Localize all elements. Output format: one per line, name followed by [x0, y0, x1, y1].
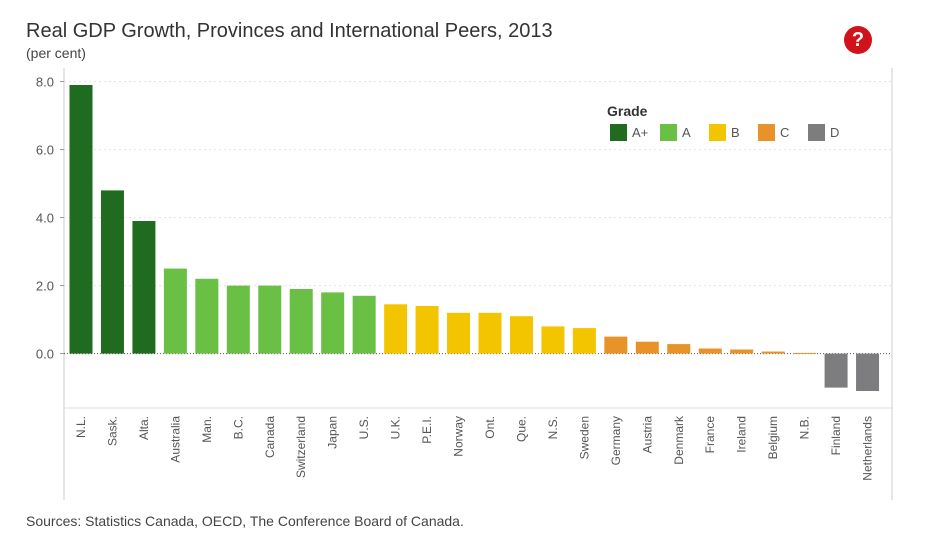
x-tick-label: P.E.I. [420, 416, 434, 444]
x-tick-label: Ont. [483, 416, 497, 439]
source-note: Sources: Statistics Canada, OECD, The Co… [26, 513, 464, 529]
bar [352, 295, 376, 354]
bar [132, 221, 156, 354]
legend-swatch [758, 124, 775, 141]
x-tick-label: Australia [168, 416, 182, 463]
x-tick-label: Denmark [672, 415, 686, 465]
x-tick-label: N.S. [546, 416, 560, 439]
bar [509, 316, 533, 354]
y-tick-label: 0.0 [36, 347, 54, 362]
legend-title: Grade [607, 103, 648, 119]
legend-label: A [682, 125, 691, 140]
x-tick-label: Norway [452, 416, 466, 457]
y-tick-label: 6.0 [36, 143, 54, 158]
bar [195, 278, 219, 354]
x-tick-label: France [703, 416, 717, 454]
x-tick-label: Japan [326, 416, 340, 449]
legend-label: C [780, 125, 789, 140]
bar [321, 292, 345, 354]
bar [824, 353, 848, 388]
help-icon[interactable]: ? [844, 26, 872, 54]
bar [793, 352, 817, 354]
bar [730, 349, 754, 354]
bar [415, 306, 439, 354]
x-tick-label: Netherlands [861, 416, 875, 481]
x-tick-label: U.S. [357, 416, 371, 439]
legend-swatch [709, 124, 726, 141]
legend-label: B [731, 125, 740, 140]
x-tick-label: Canada [263, 416, 277, 458]
x-tick-label: Sweden [577, 416, 591, 459]
bar [572, 328, 596, 354]
x-tick-label: Austria [640, 416, 654, 454]
bar [258, 285, 282, 354]
x-tick-label: Finland [829, 416, 843, 455]
legend-swatch [808, 124, 825, 141]
legend-label: D [830, 125, 839, 140]
x-tick-label: B.C. [231, 416, 245, 439]
bar [856, 353, 880, 391]
y-tick-label: 4.0 [36, 211, 54, 226]
bar [604, 336, 628, 354]
bar [289, 289, 313, 354]
chart-title: Real GDP Growth, Provinces and Internati… [26, 20, 553, 42]
y-tick-label: 8.0 [36, 75, 54, 90]
bar [100, 190, 124, 354]
x-tick-label: Alta. [137, 416, 151, 440]
bar [163, 268, 187, 354]
bar [384, 304, 408, 354]
x-tick-label: Ireland [735, 416, 749, 453]
bar [226, 285, 250, 354]
legend-label: A+ [632, 125, 648, 140]
bar [478, 312, 502, 354]
x-tick-label: Sask. [105, 416, 119, 446]
bar [69, 85, 93, 354]
legend-swatch [660, 124, 677, 141]
bar [635, 341, 659, 354]
x-tick-label: U.K. [389, 416, 403, 439]
bar [447, 312, 471, 354]
x-tick-label: Switzerland [294, 416, 308, 478]
bar [761, 351, 785, 354]
x-tick-label: Belgium [766, 416, 780, 459]
y-tick-label: 2.0 [36, 279, 54, 294]
bar [698, 348, 722, 354]
legend-swatch [610, 124, 627, 141]
x-tick-label: Que. [514, 416, 528, 442]
bar [667, 344, 691, 354]
bar [541, 326, 565, 354]
chart-subtitle: (per cent) [26, 45, 86, 61]
x-tick-label: Germany [609, 416, 623, 465]
x-tick-label: Man. [200, 416, 214, 443]
x-tick-label: N.B. [798, 416, 812, 439]
x-tick-label: N.L. [74, 416, 88, 438]
